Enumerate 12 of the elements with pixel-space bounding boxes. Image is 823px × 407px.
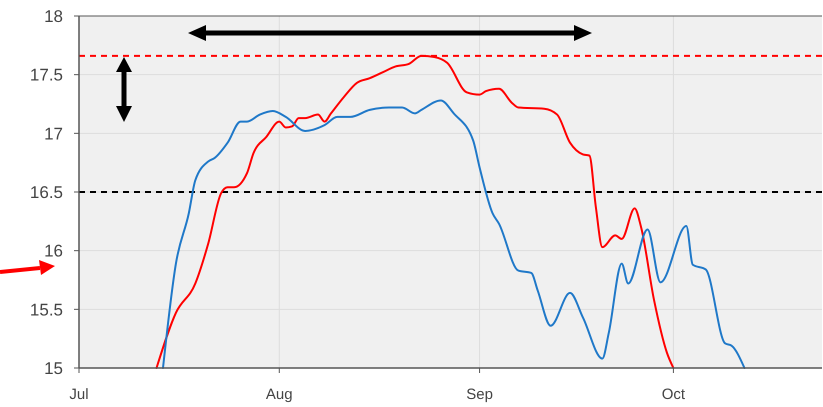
x-tick-label: Sep: [466, 386, 493, 403]
y-tick-label: 17: [44, 124, 63, 144]
x-tick-label: Oct: [662, 386, 686, 403]
y-tick-label: 17.5: [30, 66, 63, 85]
y-tick-label: 16: [44, 242, 63, 261]
x-tick-label: Jul: [69, 386, 89, 403]
x-tick-label: Aug: [266, 386, 293, 403]
y-tick-label: 15.5: [30, 300, 63, 320]
y-tick-label: 16.5: [30, 182, 63, 202]
y-tick-label: 15: [44, 358, 63, 378]
y-tick-label: 18: [44, 6, 63, 26]
line-series: [162, 99, 746, 369]
